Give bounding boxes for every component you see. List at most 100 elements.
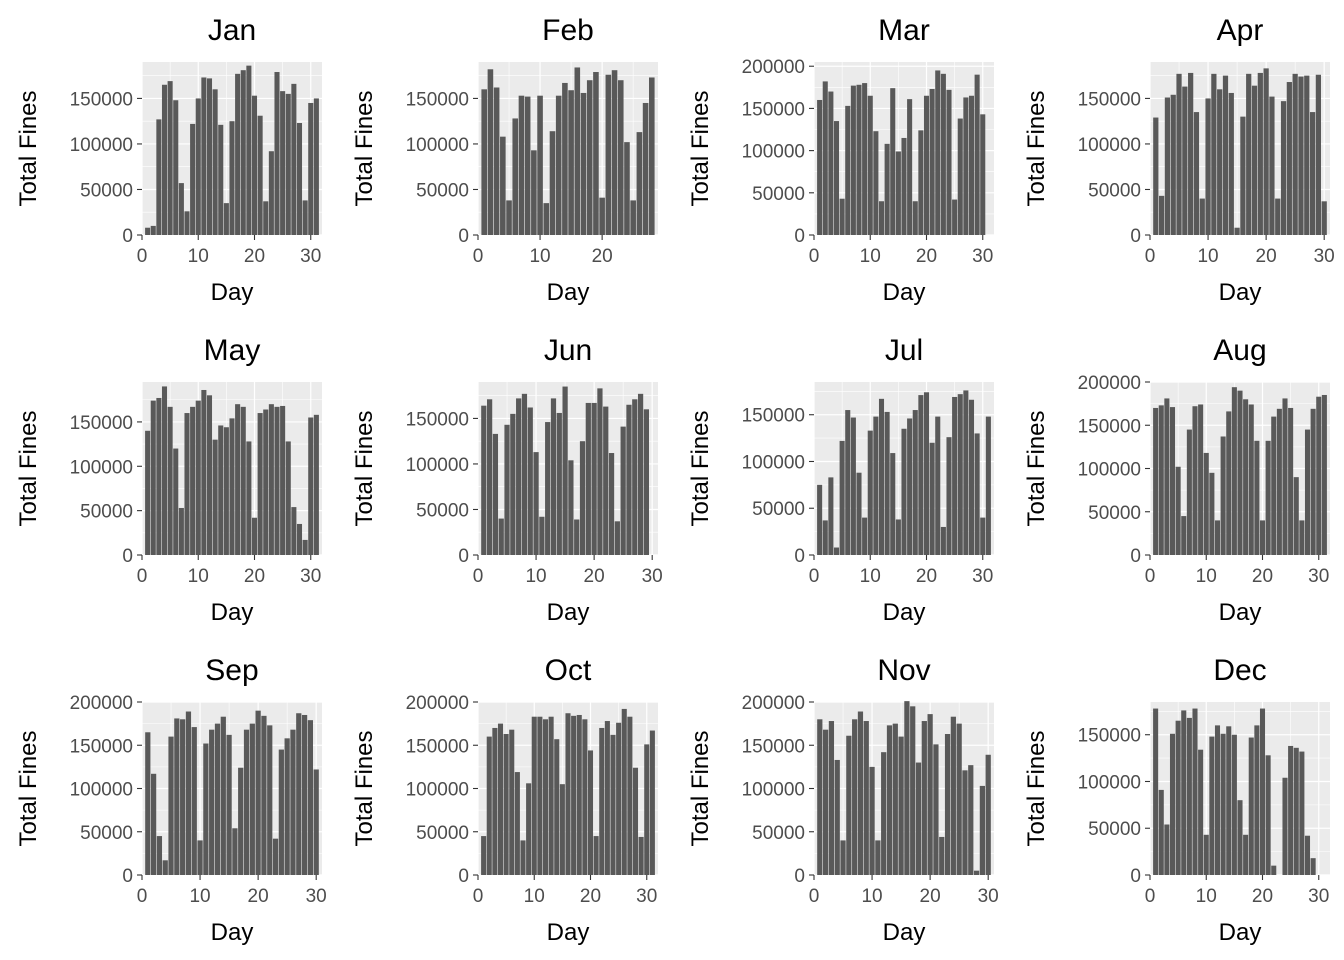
bar [1276, 408, 1282, 555]
bar [235, 73, 241, 235]
bar [218, 124, 224, 235]
bar [957, 118, 963, 235]
y-tick-label: 50000 [416, 500, 469, 521]
bar [167, 406, 173, 555]
panel-title: Jun [544, 334, 592, 367]
x-tick-label: 10 [860, 246, 881, 267]
x-tick-label: 20 [584, 566, 605, 587]
bar [1231, 387, 1237, 555]
bar [620, 426, 626, 555]
bar [285, 441, 291, 555]
bar [935, 70, 941, 235]
y-tick-label: 200000 [406, 693, 469, 714]
bar [1321, 394, 1327, 555]
bar [284, 738, 290, 875]
bar [1299, 520, 1305, 555]
bar [637, 393, 644, 555]
bar [946, 89, 952, 235]
bar [548, 716, 554, 875]
panel-title: Oct [545, 654, 592, 687]
bar [280, 91, 286, 235]
bar [638, 836, 644, 875]
bar [593, 72, 599, 235]
y-tick-label: 150000 [1078, 89, 1141, 110]
bar [884, 143, 890, 235]
bar [481, 89, 487, 235]
y-tick-label: 0 [1130, 546, 1141, 567]
bar [846, 735, 852, 875]
y-axis-label: Total Fines [351, 410, 378, 526]
bar [1265, 440, 1271, 555]
bar [481, 405, 487, 555]
x-tick-label: 30 [636, 886, 657, 907]
bar [939, 836, 945, 875]
bar [617, 80, 624, 235]
y-tick-label: 50000 [1088, 503, 1141, 524]
bar [890, 453, 896, 555]
x-tick-label: 0 [137, 246, 148, 267]
bar [150, 225, 156, 235]
bar [585, 402, 591, 555]
bar [162, 860, 168, 875]
bar [1293, 747, 1299, 875]
x-tick-label: 30 [972, 566, 993, 587]
bar [1175, 466, 1181, 555]
bar [1164, 97, 1171, 235]
bar [857, 711, 864, 875]
bar [907, 99, 913, 235]
bar [197, 840, 203, 875]
bar [1310, 408, 1316, 555]
bar [526, 783, 532, 875]
bar [856, 472, 862, 555]
bar [268, 151, 274, 235]
chart-panel-may: 0 50000 100000 150000 0 10 20 30 May Day Total Fin… [15, 334, 322, 626]
bar [1192, 406, 1198, 555]
bar [1271, 416, 1277, 555]
x-tick-label: 0 [137, 886, 148, 907]
bar [1222, 75, 1229, 235]
bar [510, 413, 516, 555]
bar [1269, 96, 1275, 235]
y-tick-label: 50000 [752, 499, 805, 520]
bar [308, 102, 314, 235]
bar [574, 519, 580, 555]
y-tick-label: 50000 [80, 180, 133, 201]
y-tick-label: 50000 [80, 502, 133, 523]
chart-panel-nov: 0 50000 100000 150000 200000 0 10 20 30 Nov Day Tot… [687, 654, 999, 946]
y-tick-label: 150000 [70, 413, 133, 434]
bar [1243, 834, 1249, 875]
bar [1226, 411, 1232, 555]
bar [1257, 72, 1263, 235]
bar [1158, 789, 1164, 875]
bar [565, 713, 571, 875]
y-axis-label: Total Fines [15, 730, 42, 846]
bar [562, 386, 568, 555]
bar [822, 520, 828, 555]
bar [514, 772, 520, 875]
x-tick-label: 20 [916, 566, 937, 587]
bar [956, 723, 962, 875]
chart-panel-apr: 0 50000 100000 150000 0 10 20 30 Apr Day Total Fin… [1023, 14, 1335, 306]
bar [850, 417, 856, 555]
y-axis-label: Total Fines [15, 410, 42, 526]
bar [608, 453, 615, 555]
bar [556, 412, 562, 555]
bar [985, 754, 991, 875]
y-axis-label: Total Fines [687, 90, 714, 206]
bar [301, 714, 308, 875]
bar [481, 836, 487, 875]
bar [1164, 824, 1170, 875]
y-tick-label: 200000 [742, 693, 805, 714]
bar [1237, 390, 1243, 555]
bar [1304, 75, 1310, 235]
bar [1220, 436, 1226, 555]
bar [246, 441, 252, 555]
y-tick-label: 50000 [80, 823, 133, 844]
bar [1198, 749, 1204, 875]
x-tick-label: 30 [1308, 886, 1329, 907]
bar [156, 397, 162, 555]
bar [531, 150, 537, 235]
bar [867, 430, 873, 555]
bar [1188, 72, 1194, 235]
